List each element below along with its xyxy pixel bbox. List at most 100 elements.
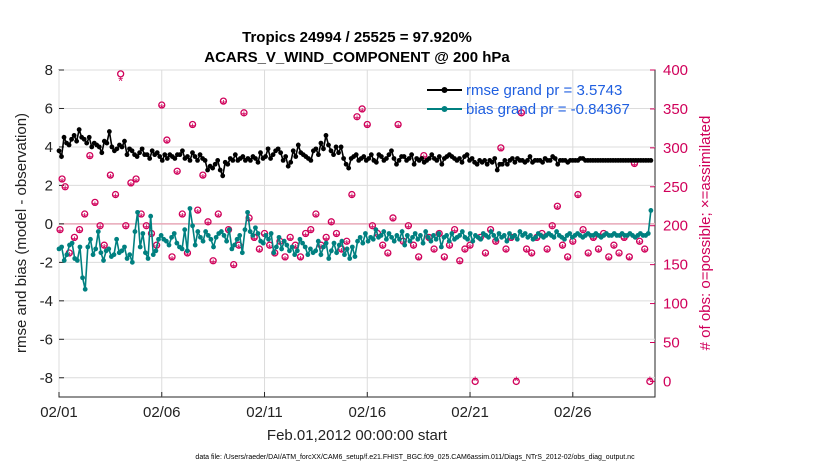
rmse-point [552,156,558,161]
bias-point [292,252,298,258]
obs-assimilated-marker: * [406,222,411,237]
obs-possible-marker [610,241,618,249]
rmse-point [555,161,561,167]
bias-point [386,231,392,236]
bias-point [328,248,334,254]
rmse-point [202,158,208,163]
obs-possible-marker [363,120,371,129]
bias-point [404,233,410,238]
bias-point [132,229,138,234]
obs-assimilated-marker: * [550,222,555,237]
rmse-point [84,140,90,146]
bias-point [383,236,389,242]
rmse-point [328,148,334,154]
rmse-point [134,154,140,159]
obs-possible-marker [96,222,104,230]
bias-point [438,244,444,250]
obs-assimilated-marker: * [452,226,457,241]
bias-point [184,248,190,254]
rmse-point [366,156,372,161]
bias-point [95,229,101,234]
bias-point [493,236,499,242]
obs-assimilated-marker: * [216,210,221,225]
y2-axis-label: # of obs: o=possible; ×=assimilated [697,116,714,351]
legend-rmse-marker [441,87,448,93]
rmse-point [240,154,246,159]
bias-point [200,238,206,244]
bias-point [363,231,368,236]
obs-possible-marker [117,70,125,78]
obs-possible-marker [512,377,520,386]
rmse-point [474,161,480,167]
obs-assimilated-marker: * [555,202,560,217]
bias-point [137,244,143,250]
bias-point [158,233,164,238]
bias-point [190,223,195,229]
bias-point [145,256,151,261]
rmse-point [119,144,125,150]
bias-point [467,231,473,236]
obs-assimilated-marker: * [462,245,467,260]
bias-point [250,233,256,238]
obs-assimilated-marker: * [442,253,447,268]
y2-tick-label: 250 [663,179,688,196]
rmse-point [426,156,432,161]
bias-point [567,231,573,236]
obs-assimilated-marker: * [370,222,375,237]
obs-assimilated-marker: * [519,109,524,124]
y2-tick-label: 0 [663,373,671,390]
obs-possible-marker [307,225,315,234]
obs-possible-marker [301,229,310,238]
bias-point [279,246,285,252]
bias-point [313,248,319,254]
obs-assimilated-marker: * [185,249,190,264]
y-axis-left: 8 6 4 2 0 -2 -4 -6 -8 [40,62,64,387]
bias-point [512,233,518,238]
rmse-point [195,158,200,163]
rmse-point [137,150,142,156]
bias-point [281,238,287,244]
obs-assimilated-marker: * [627,253,632,268]
obs-possible-marker [122,222,130,230]
obs-assimilated-marker: * [200,171,205,186]
obs-assimilated-marker: * [313,210,318,225]
obs-assimilated-marker: * [483,249,488,264]
obs-assimilated-marker: * [231,261,236,276]
bias-point [334,250,340,256]
obs-assimilated-marker: * [411,241,416,256]
obs-assimilated-marker: * [195,206,200,221]
rmse-point [648,158,654,163]
obs-possible-marker [199,171,207,179]
rmse-point [220,173,226,179]
obs-assimilated-marker: * [447,241,452,256]
bias-point [407,238,413,244]
rmse-point [333,144,339,150]
bias-point [90,252,96,258]
rmse-point [258,150,263,156]
rmse-point [265,146,271,152]
obs-possible-marker [502,245,510,253]
bias-point [221,233,227,238]
y-tick-label: -4 [40,293,53,310]
obs-possible-marker [348,190,356,199]
obs-possible-marker [86,151,94,160]
data-file-footer: data file: /Users/raeder/DAI/ATM_forcXX/… [195,454,635,461]
bias-point [323,240,329,246]
bias-point [297,236,303,242]
obs-assimilated-marker: * [288,233,293,248]
bias-point [459,229,465,234]
obs-possible-marker [214,210,222,218]
obs-possible-marker [163,136,171,144]
bias-point [381,229,387,234]
obs-assimilated-marker: * [92,198,97,213]
rmse-point [164,156,170,161]
obs-possible-marker [558,241,567,249]
bias-point [399,229,405,234]
bias-point [294,248,300,254]
bias-point [273,244,279,250]
rmse-point [159,158,165,163]
obs-assimilated-marker: * [118,74,123,89]
obs-possible-marker [188,120,197,129]
obs-assimilated-marker: * [632,159,637,174]
rmse-point [192,154,198,159]
